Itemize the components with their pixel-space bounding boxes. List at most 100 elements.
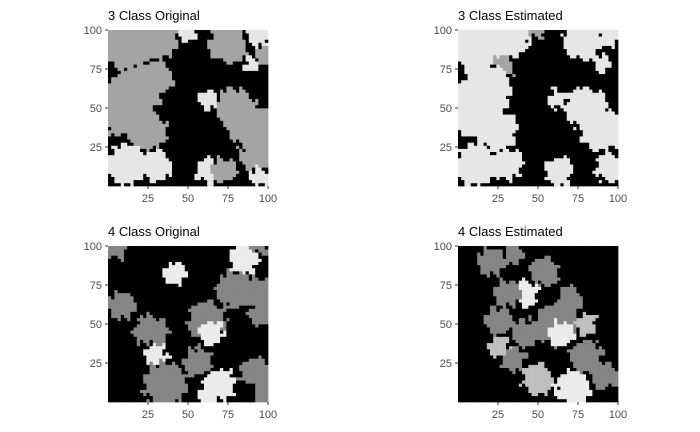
- chart-1-cell: [136, 161, 141, 165]
- chart-2-cell: [544, 33, 548, 37]
- chart-1-cell: [165, 54, 170, 59]
- chart-1-cell: [136, 95, 141, 99]
- chart-1-cell: [162, 117, 166, 121]
- chart-1-cell: [204, 70, 208, 75]
- chart-2-cell: [608, 132, 612, 137]
- chart-2-cell: [467, 129, 472, 134]
- chart-1-cell: [149, 151, 154, 156]
- chart-2-cell: [541, 145, 545, 149]
- chart-2-cell: [528, 117, 532, 121]
- chart-1-cell: [184, 95, 189, 99]
- chart-2-cell: [554, 117, 558, 121]
- chart-1-cell: [239, 145, 243, 149]
- chart-1-cell: [210, 58, 214, 62]
- chart-1-cell: [143, 161, 147, 165]
- chart-2-cell: [483, 54, 488, 59]
- chart-2-cell: [547, 120, 552, 124]
- chart-2-cell: [608, 114, 612, 118]
- chart-1-cell: [165, 179, 170, 184]
- chart-1-cell: [200, 83, 205, 87]
- chart-1-cell: [162, 83, 166, 87]
- chart-1-cell: [133, 117, 138, 121]
- chart-2-cell: [595, 136, 600, 140]
- chart-2-cell: [605, 76, 609, 81]
- chart-2-cell: [550, 76, 555, 81]
- chart-1-cell: [204, 45, 208, 50]
- chart-2-cell: [554, 67, 558, 71]
- chart-1-cell: [188, 86, 192, 90]
- chart-1-cell: [152, 148, 157, 153]
- chart-1-cell: [226, 101, 230, 106]
- chart-1-cell: [149, 54, 154, 59]
- chart-1-cell: [248, 129, 253, 134]
- chart-2-cell: [611, 76, 616, 81]
- chart-1-cell: [264, 182, 269, 187]
- chart-2-cell: [467, 142, 472, 146]
- chart-1-cell: [127, 129, 131, 134]
- chart-2-cell: [611, 167, 616, 171]
- chart-2-cell: [496, 117, 500, 121]
- chart-2-cell: [576, 33, 580, 37]
- chart-2-cell: [464, 58, 468, 62]
- chart-1-cell: [223, 39, 227, 43]
- chart-2-cell: [550, 42, 555, 46]
- chart-1-cell: [172, 148, 176, 153]
- chart-2-cell: [509, 36, 513, 40]
- chart-2-cell: [531, 129, 536, 134]
- chart-2-cell: [480, 145, 484, 149]
- chart-2-cell: [477, 64, 481, 68]
- chart-2-cell: [611, 123, 616, 128]
- chart-2-cell: [493, 173, 497, 177]
- chart-1-cell: [191, 154, 195, 159]
- chart-2-cell: [522, 123, 526, 128]
- chart-1-cell: [108, 148, 112, 153]
- chart-2-cell: [502, 148, 507, 153]
- chart-2-cell: [576, 154, 580, 159]
- chart-1-cell: [165, 111, 170, 115]
- chart-1-cell: [229, 67, 234, 71]
- chart-2-cell: [560, 104, 564, 109]
- chart-2-cell: [550, 95, 555, 99]
- chart-1-cell: [258, 51, 262, 56]
- chart-2-cell: [550, 101, 555, 106]
- chart-2-cell: [477, 170, 481, 174]
- chart-1-cell: [223, 167, 227, 171]
- chart-1-cell: [220, 114, 224, 118]
- chart-1-cell: [220, 33, 224, 37]
- chart-1-cell: [124, 95, 128, 99]
- chart-2-cell: [522, 36, 526, 40]
- chart-2-cell: [570, 161, 574, 165]
- chart-1-cell: [117, 114, 122, 118]
- chart-2-cell: [595, 108, 600, 112]
- chart-1-cell: [143, 145, 147, 149]
- chart-1-cell: [136, 164, 141, 168]
- chart-1-cell: [124, 120, 128, 124]
- chart-1-cell: [133, 148, 138, 153]
- chart-2-cell: [570, 117, 574, 121]
- chart-1-cell: [124, 154, 128, 159]
- chart-2-cell: [483, 176, 488, 181]
- chart-2-cell: [554, 132, 558, 137]
- chart-1-cell: [159, 76, 163, 81]
- chart-1-cell: [159, 136, 163, 140]
- chart-2-cell: [608, 61, 612, 65]
- chart-2-cell: [573, 114, 577, 118]
- chart-1-cell: [223, 179, 227, 184]
- chart-1-cell: [255, 36, 259, 40]
- chart-1-cell: [140, 92, 144, 96]
- chart-1-cell: [136, 170, 141, 174]
- chart-1-cell: [156, 126, 160, 131]
- chart-1-cell: [175, 86, 179, 90]
- chart-2-cell: [480, 176, 484, 181]
- chart-2-cell: [493, 54, 497, 59]
- chart-1-cell: [152, 104, 157, 109]
- chart-2-cell: [538, 139, 542, 143]
- chart-2-cell: [502, 129, 507, 134]
- chart-2-cell: [547, 101, 552, 106]
- chart-1-cell: [136, 111, 141, 115]
- chart-2-cell: [525, 129, 529, 134]
- chart-2-cell: [560, 164, 564, 168]
- chart-1-cell: [248, 157, 253, 162]
- chart-2-cell: [515, 170, 520, 174]
- chart-2-cell: [598, 64, 603, 68]
